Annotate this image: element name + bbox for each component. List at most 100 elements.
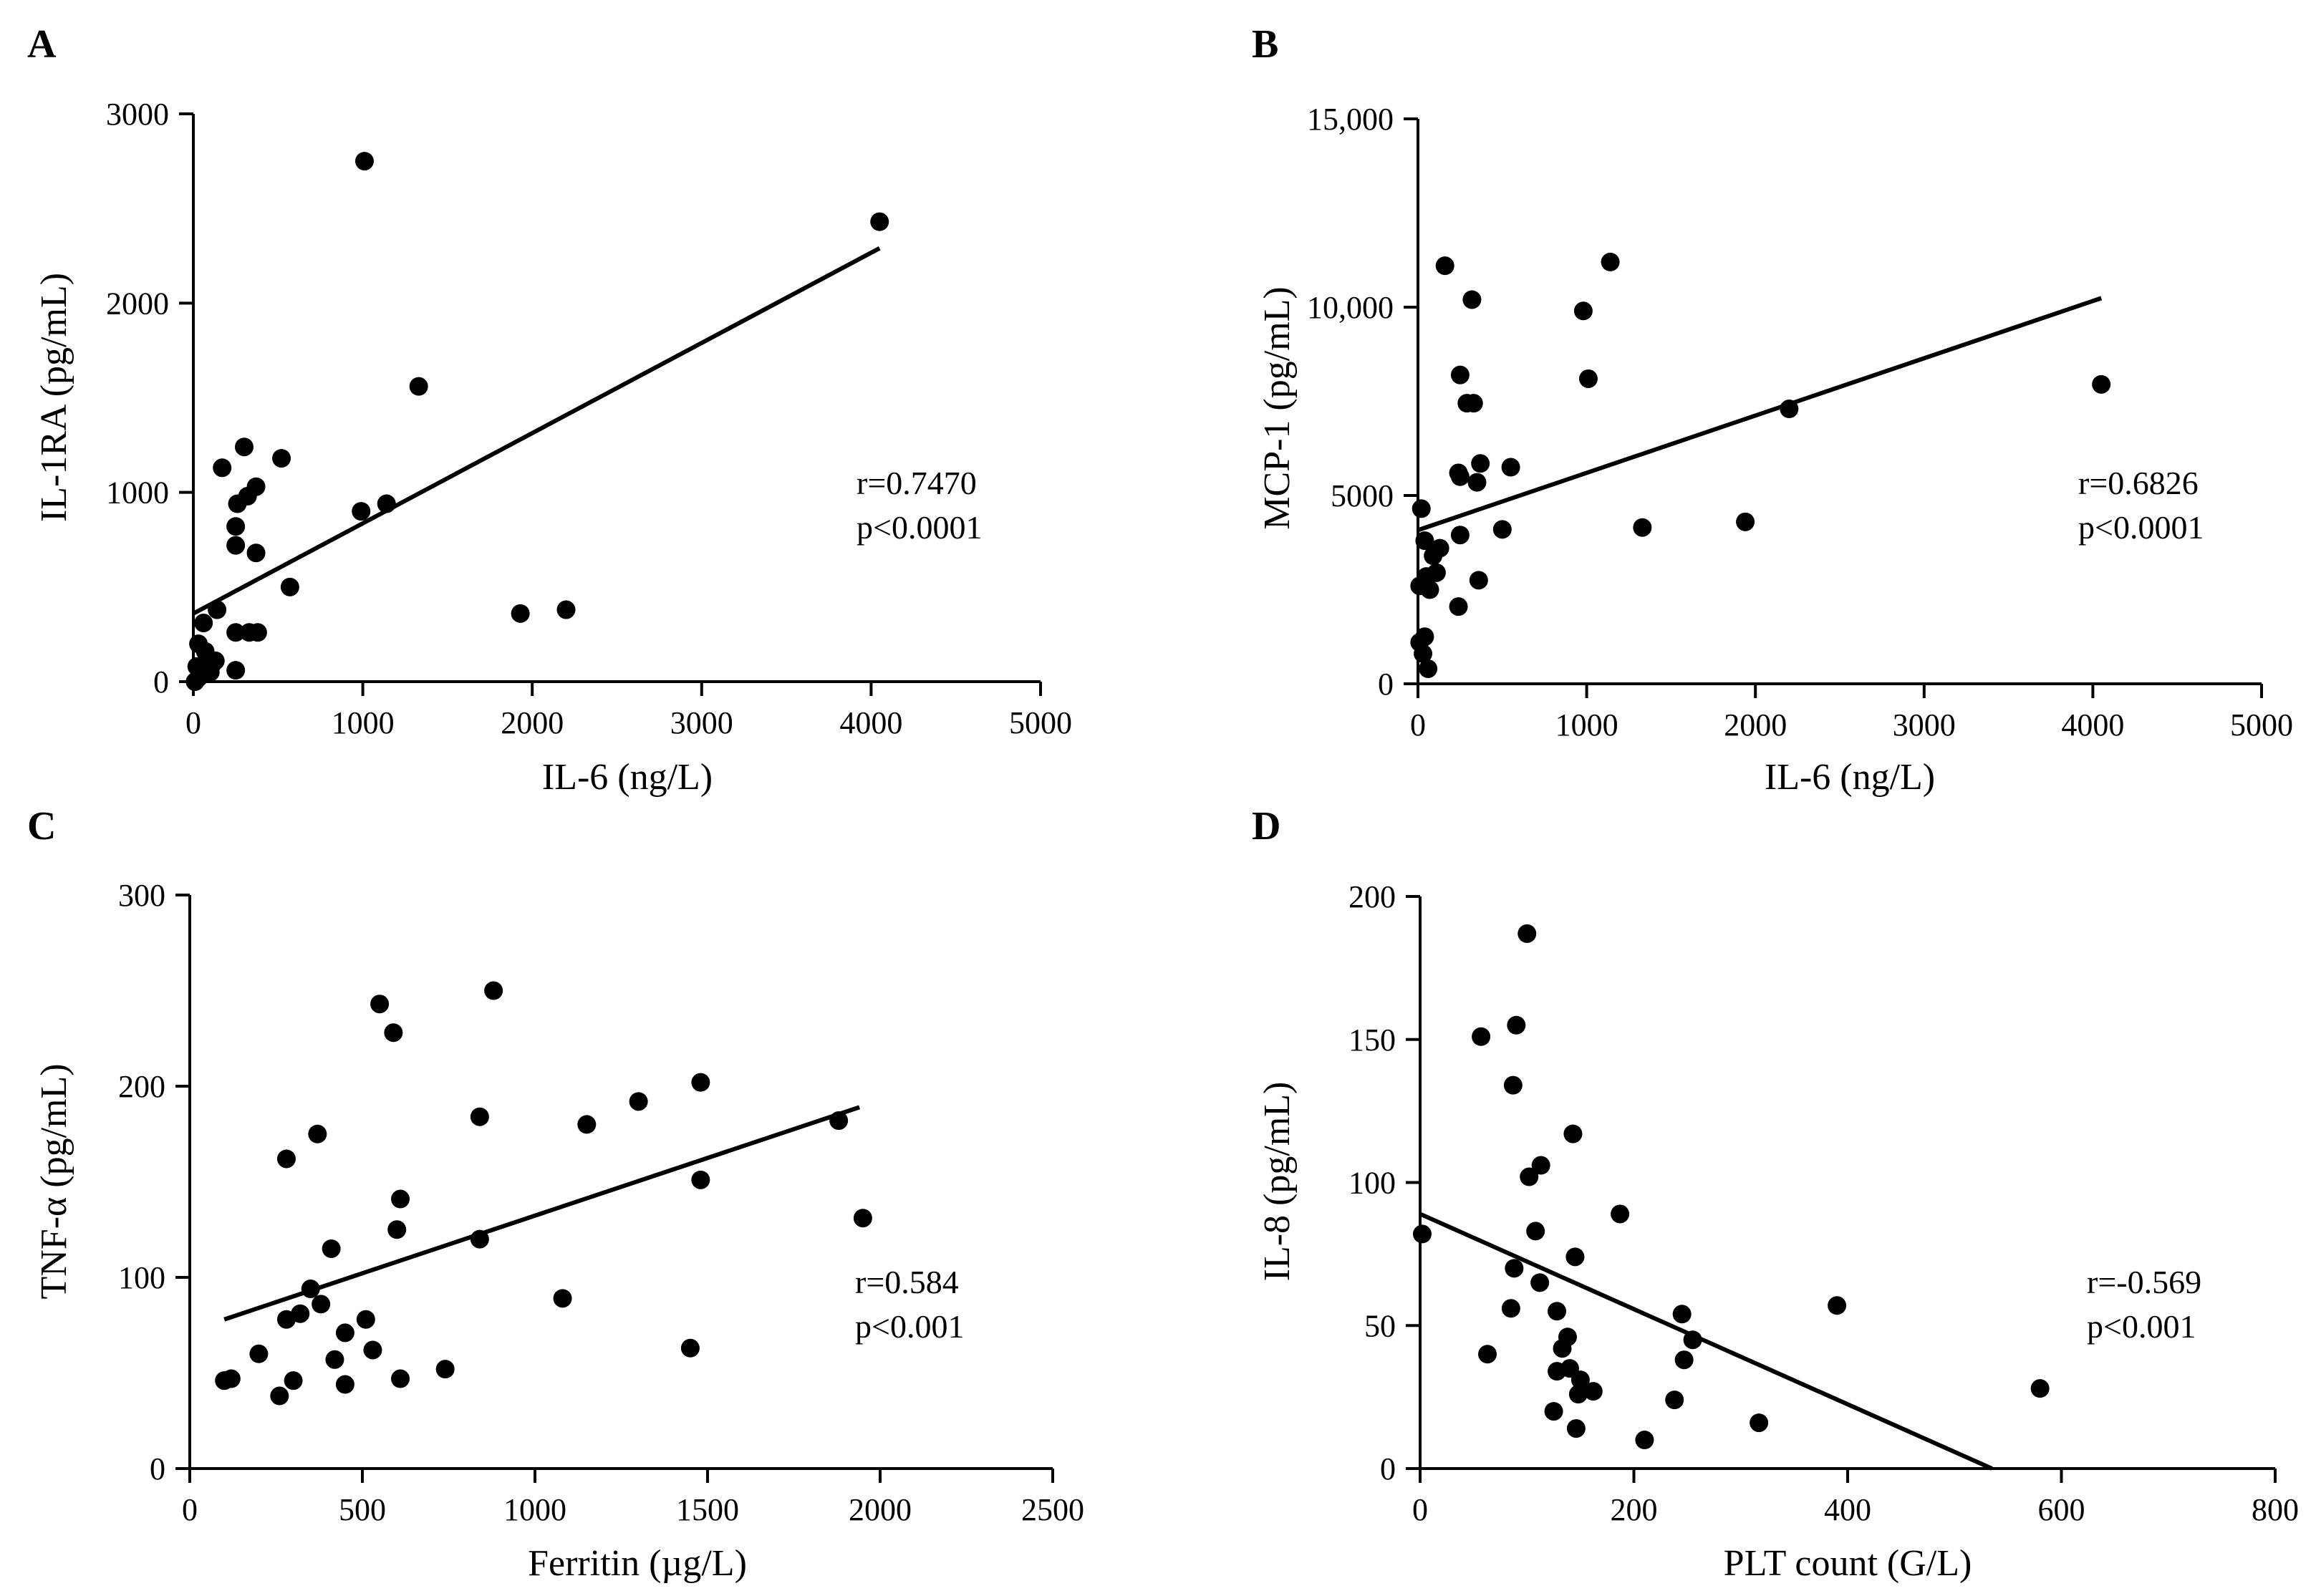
panel-b-y-tick-label: 10,000 xyxy=(1307,290,1394,325)
panel-a-x-tick-label: 2000 xyxy=(501,705,564,740)
panel-d-x-tick-label: 200 xyxy=(1611,1492,1658,1527)
panel-c-data-point xyxy=(470,1229,489,1249)
panel-a-data-point xyxy=(228,494,247,513)
panel-a-data-point xyxy=(213,458,232,478)
panel-d-data-point xyxy=(1665,1391,1684,1410)
panel-d-points xyxy=(1412,924,2050,1450)
panel-a-points xyxy=(185,152,889,691)
panel-a-x-tick-label: 0 xyxy=(185,705,201,740)
panel-a-data-point xyxy=(556,600,576,619)
panel-b-data-point xyxy=(1412,499,1431,518)
panel-c-data-point xyxy=(322,1239,341,1258)
panel-d-letter: D xyxy=(1252,804,1280,848)
panel-c-regression-line xyxy=(223,1105,861,1322)
panel-d-data-point xyxy=(1611,1204,1630,1224)
panel-c-data-point xyxy=(221,1369,241,1388)
panel-a-r-value: r=0.7470 xyxy=(857,465,977,501)
panel-d-data-point xyxy=(1503,1075,1523,1095)
panel-c-letter: C xyxy=(27,804,56,848)
panel-d-x-tick-label: 0 xyxy=(1412,1492,1428,1527)
panel-b-data-point xyxy=(1462,290,1482,309)
panel-d-y-tick-label: 100 xyxy=(1348,1166,1396,1201)
panel-b-x-tick-label: 4000 xyxy=(2061,707,2124,743)
panel-c-x-tick-label: 0 xyxy=(182,1492,198,1527)
panel-a-data-point xyxy=(246,543,266,563)
panel-c-y-tick-label: 200 xyxy=(118,1069,165,1104)
panel-a-data-point xyxy=(409,377,428,396)
panel-b-regression-line xyxy=(1417,296,2103,533)
panel-c-data-point xyxy=(384,1023,403,1043)
panel-c-data-point xyxy=(370,995,390,1014)
panel-b-data-point xyxy=(1424,546,1443,566)
panel-b-letter: B xyxy=(1252,22,1278,67)
panel-d-x-tick-label: 600 xyxy=(2038,1492,2085,1527)
panel-d-data-point xyxy=(1750,1413,1769,1433)
panel-c-data-point xyxy=(829,1111,849,1131)
panel-a-data-point xyxy=(234,437,254,457)
panel-b-data-point xyxy=(1736,512,1755,531)
panel-a-p-value: p<0.0001 xyxy=(857,509,982,546)
panel-c-x-tick-label: 500 xyxy=(339,1492,386,1527)
panel-c-y-tick-label: 300 xyxy=(118,878,165,913)
panel-d-data-point xyxy=(1570,1370,1590,1390)
panel-d-data-point xyxy=(1518,924,1537,943)
panel-d-data-point xyxy=(1828,1296,1847,1315)
panel-a-y-tick-label: 0 xyxy=(153,664,169,700)
panel-c-data-point xyxy=(312,1295,331,1314)
panel-c-y-tick-label: 100 xyxy=(118,1260,165,1295)
panel-c-data-point xyxy=(435,1360,455,1379)
panel-c-x-tick-label: 2000 xyxy=(849,1492,912,1527)
panel-c-x-axis-title: Ferritin (µg/L) xyxy=(528,1543,747,1584)
panel-d-x-tick-label: 800 xyxy=(2252,1492,2299,1527)
panel-a-data-point xyxy=(377,494,396,513)
panel-b-data-point xyxy=(1578,369,1598,388)
panel-b-data-point xyxy=(1450,365,1470,385)
panel-c-data-point xyxy=(853,1209,872,1228)
panel-a-ticks: 0 1000 2000 3000 4000 5000 0 1000 2000 3000 xyxy=(106,97,1072,740)
panel-d-data-point xyxy=(1520,1167,1539,1186)
panel-d-data-point xyxy=(1583,1382,1603,1401)
panel-b-data-point xyxy=(1420,580,1439,599)
panel-d-data-point xyxy=(1565,1247,1585,1267)
panel-b-data-point xyxy=(1449,597,1468,616)
panel-d-data-point xyxy=(1568,1385,1588,1404)
panel-b-x-tick-label: 1000 xyxy=(1555,707,1618,743)
panel-c-data-point xyxy=(276,1310,296,1329)
panel-c-data-point xyxy=(484,981,503,1000)
panel-c-ticks: 0 500 1000 1500 2000 2500 0 100 200 300 xyxy=(118,878,1084,1527)
panel-a-data-point xyxy=(870,212,889,231)
panel-c-data-point xyxy=(680,1338,700,1358)
panel-d-data-point xyxy=(1505,1259,1524,1278)
panel-a-data-point xyxy=(354,152,374,171)
panel-d-y-axis-title: IL-8 (pg/mL) xyxy=(1257,1082,1298,1282)
panel-b: B 0 1000 2000 3000 4000 5000 0 5000 10,000 15,000… xyxy=(1252,22,2293,798)
panel-d-data-point xyxy=(1566,1419,1586,1438)
panel-c-data-point xyxy=(335,1323,354,1343)
panel-a-x-tick-label: 5000 xyxy=(1009,705,1072,740)
panel-b-ticks: 0 1000 2000 3000 4000 5000 0 5000 10,000 15,000 xyxy=(1307,102,2293,743)
panel-b-data-point xyxy=(1419,659,1438,678)
panel-b-x-axis-title: IL-6 (ng/L) xyxy=(1765,757,1935,798)
panel-b-data-point xyxy=(1464,394,1483,413)
panel-c-data-point xyxy=(308,1124,327,1143)
panel-a-data-point xyxy=(280,577,299,596)
panel-d-x-axis-title: PLT count (G/L) xyxy=(1724,1543,1972,1584)
panel-c-data-point xyxy=(391,1189,410,1209)
panel-b-x-tick-label: 3000 xyxy=(1893,707,1956,743)
panel-c-data-point xyxy=(284,1371,303,1391)
panel-a-y-tick-label: 2000 xyxy=(106,286,169,321)
panel-d-data-point xyxy=(1553,1339,1572,1358)
panel-a-data-point xyxy=(226,517,246,536)
panel-b-data-point xyxy=(1414,644,1433,663)
panel-b-x-tick-label: 2000 xyxy=(1724,707,1787,743)
panel-c-data-point xyxy=(577,1115,597,1134)
panel-d-x-tick-label: 400 xyxy=(1824,1492,1871,1527)
panel-d-regression-line xyxy=(1419,1211,1993,1471)
panel-a-y-tick-label: 3000 xyxy=(106,97,169,132)
panel-a-y-tick-label: 1000 xyxy=(106,475,169,511)
panel-b-data-point xyxy=(1601,252,1620,271)
panel-a-data-point xyxy=(272,449,291,468)
panel-c-data-point xyxy=(276,1149,296,1169)
panel-d-data-point xyxy=(1548,1302,1567,1321)
